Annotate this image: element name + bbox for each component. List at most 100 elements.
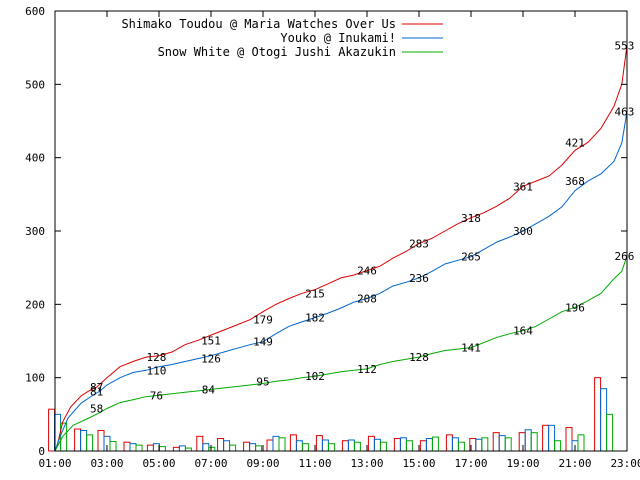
hour-bar	[425, 438, 433, 452]
hour-bar	[272, 435, 280, 452]
hour-bar	[172, 446, 180, 452]
hour-bar	[606, 413, 614, 452]
hour-bar	[481, 437, 489, 452]
legend: Shimako Toudou @ Maria Watches Over UsYo…	[121, 17, 443, 59]
data-label: 553	[614, 39, 634, 52]
data-label: 300	[513, 225, 533, 238]
hour-bar	[542, 424, 550, 452]
data-label: 112	[357, 363, 377, 376]
hour-bar	[243, 441, 251, 452]
plot-frame	[54, 10, 628, 452]
hour-bar	[327, 443, 335, 452]
data-label: 246	[357, 265, 377, 278]
hour-bar	[266, 439, 274, 452]
data-label: 128	[409, 351, 429, 364]
hour-bar	[373, 438, 381, 452]
hour-bar	[405, 440, 413, 452]
x-tick-label: 13:00	[350, 457, 383, 470]
series-lines	[54, 45, 628, 452]
data-label: 283	[409, 237, 429, 250]
hourly-bars	[48, 377, 614, 452]
data-label: 102	[305, 370, 325, 383]
x-tick-label: 23:00	[610, 457, 640, 470]
data-label: 215	[305, 287, 325, 300]
hour-bar	[289, 434, 297, 452]
hour-bar	[301, 443, 309, 452]
data-label: 141	[461, 342, 481, 355]
hour-bar	[341, 440, 349, 452]
data-label: 76	[150, 389, 163, 402]
data-label: 208	[357, 292, 377, 305]
hour-bar	[379, 441, 387, 452]
hour-bar	[217, 438, 225, 452]
hour-bar	[419, 440, 427, 452]
data-label: 318	[461, 212, 481, 225]
hour-bar	[431, 436, 439, 452]
hour-bar	[445, 434, 453, 452]
hour-bar	[451, 437, 459, 452]
data-label: 463	[614, 105, 634, 118]
hour-bar	[229, 444, 237, 452]
data-label: 196	[565, 301, 585, 314]
data-label: 266	[614, 250, 634, 263]
data-label: 236	[409, 272, 429, 285]
hour-bar	[178, 445, 186, 452]
hour-bar	[530, 432, 538, 452]
x-tick-label: 15:00	[402, 457, 435, 470]
y-tick-label: 100	[25, 372, 45, 385]
data-label: 151	[201, 334, 221, 347]
data-label: 179	[253, 314, 273, 327]
x-tick-label: 07:00	[194, 457, 227, 470]
hour-bar	[129, 443, 137, 452]
hour-bar	[367, 435, 375, 452]
hour-bar	[74, 428, 82, 452]
hour-bar	[393, 438, 401, 452]
hour-bar	[123, 441, 131, 452]
x-tick-label: 11:00	[298, 457, 331, 470]
hour-bar	[97, 429, 105, 452]
hour-bar	[548, 424, 556, 452]
x-tick-label: 17:00	[454, 457, 487, 470]
y-tick-label: 600	[25, 5, 45, 18]
data-label: 361	[513, 180, 533, 193]
y-tick-label: 300	[25, 225, 45, 238]
series-line	[54, 111, 628, 452]
hour-bar	[86, 434, 94, 452]
hour-bar	[202, 443, 210, 452]
y-tick-label: 400	[25, 152, 45, 165]
hour-bar	[518, 432, 526, 452]
data-label: 368	[565, 175, 585, 188]
hour-bar	[223, 440, 231, 452]
data-label: 149	[253, 336, 273, 349]
data-label: 58	[90, 402, 103, 415]
data-label: 265	[461, 251, 481, 264]
y-tick-label: 500	[25, 78, 45, 91]
hour-bar	[554, 440, 562, 452]
hour-bar	[492, 432, 500, 452]
hour-bar	[109, 440, 117, 452]
hour-bar	[600, 388, 608, 452]
hour-bar	[565, 427, 573, 452]
hour-bar	[208, 446, 216, 452]
axis-ticks: 0 100 200 300 400 500 600 01:00 03:00 05:00 07:00 0…	[25, 5, 640, 470]
y-tick-label: 200	[25, 298, 45, 311]
hour-bar	[80, 429, 88, 452]
hour-bar	[196, 435, 204, 452]
hour-bar	[347, 439, 355, 452]
hour-bar	[577, 434, 585, 452]
data-label: 126	[201, 353, 221, 366]
data-label: 421	[565, 136, 585, 149]
x-tick-label: 21:00	[558, 457, 591, 470]
data-label: 84	[202, 383, 216, 396]
hour-bar	[457, 441, 465, 452]
hour-bar	[48, 408, 56, 452]
legend-label: Youko @ Inukami!	[280, 31, 396, 45]
series-line	[54, 255, 628, 452]
hour-bar	[399, 437, 407, 452]
data-labels: 87 128 151 179 215 246 283 318 361 421 553 81 110 126…	[90, 39, 634, 415]
y-tick-label: 0	[38, 445, 45, 458]
data-label: 81	[90, 386, 103, 399]
hour-bar	[295, 440, 303, 452]
x-tick-label: 05:00	[142, 457, 175, 470]
